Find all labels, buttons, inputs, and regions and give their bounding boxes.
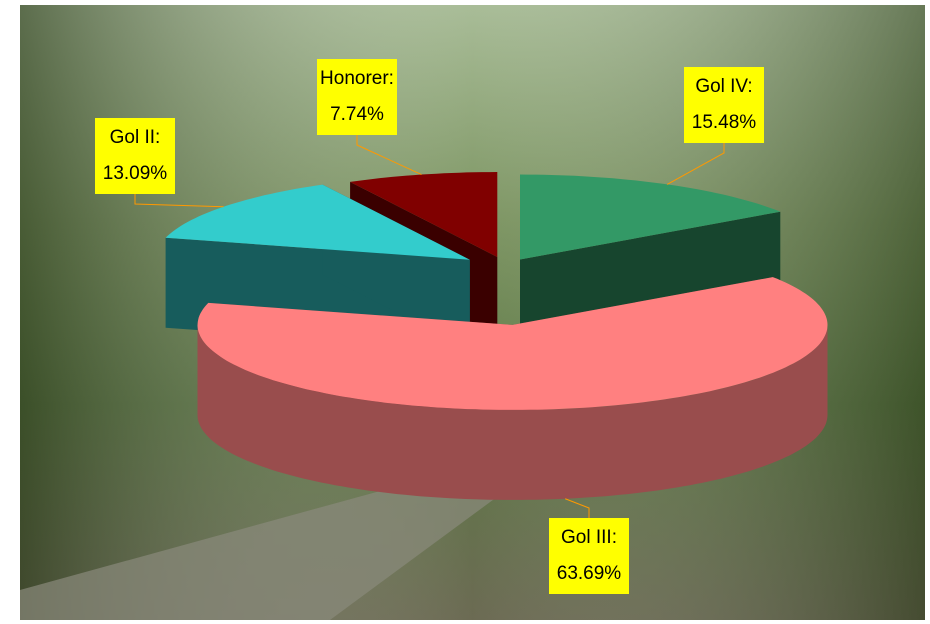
category-label: Gol II: (110, 127, 161, 148)
slice (520, 174, 781, 260)
label-box (549, 518, 629, 594)
label-box (317, 59, 397, 135)
pie (165, 172, 828, 500)
label-box (95, 118, 175, 194)
slice (165, 184, 470, 260)
slice (197, 277, 828, 410)
leader-line (565, 498, 590, 518)
category-label: Honorer: (320, 68, 394, 89)
slice (350, 172, 498, 257)
value-label: 15.48% (692, 112, 757, 133)
labels: Honorer: 7.74% Gol IV: 15.48% Gol II: 13.09% G… (95, 59, 764, 594)
leader-line (134, 194, 224, 208)
category-label: Gol IV: (695, 76, 752, 97)
value-label: 63.69% (557, 563, 622, 584)
leader-line (356, 135, 422, 176)
value-label: 7.74% (330, 104, 384, 125)
value-label: 13.09% (103, 163, 168, 184)
category-label: Gol III: (561, 527, 617, 548)
path-road (20, 480, 520, 620)
slice-wall (197, 324, 828, 500)
label-box (684, 67, 764, 143)
leader-line (666, 143, 725, 185)
